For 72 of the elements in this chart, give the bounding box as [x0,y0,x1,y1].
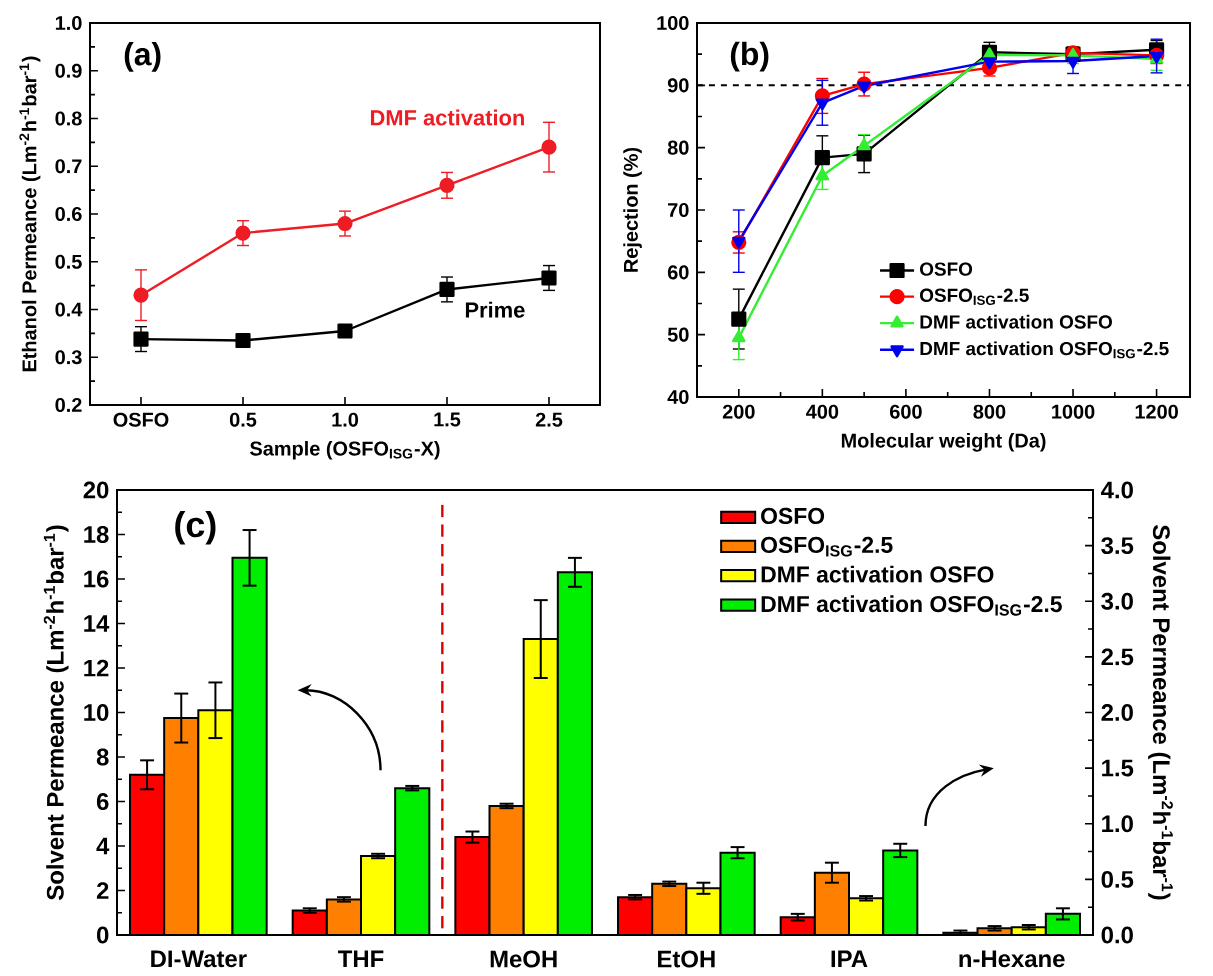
y-tick-label: 90 [667,78,689,93]
legend-label: DMF activation OSFO [761,565,994,583]
y-axis-title: Rejection (%) [623,147,642,272]
y-tick-label: 0.8 [55,111,82,126]
x-tick-label: DI-Water [151,950,247,968]
y2-axis-title: Solvent Permeance (Lm$^{-2}$h$^{-1}$bar$^{-1}$) [1148,525,1173,900]
x-tick-label: 1000 [1052,404,1095,419]
y-tick-label: 80 [667,140,689,155]
y-tick-label: 0.7 [55,159,82,174]
y-tick-label: 14 [84,615,110,632]
x-axis-title: Sample (OSFO$_{ISG}$-X) [250,441,440,460]
y-axis-title: Solvent Permeance (Lm$^{-2}$h$^{-1}$bar$^{-1}$) [43,525,69,900]
x-tick-label: 1.5 [434,412,461,427]
x-tick-label: 800 [973,404,1006,419]
legend-label: OSFO [761,507,825,525]
y-tick-label: 4 [96,837,110,855]
y-tick-label: 6 [96,793,109,810]
series-label: Prime [465,301,525,318]
legend-label: DMF activation OSFO$_{ISG}$-2.5 [920,341,1169,359]
x-tick-label: THF [338,950,384,968]
x-tick-label: n-Hexane [959,950,1065,968]
annotation: (b) [730,41,769,72]
legend-label: OSFO$_{ISG}$-2.5 [761,536,893,557]
y2-tick-label: 4.0 [1101,481,1133,499]
legend-label: OSFO [920,262,973,276]
y2-tick-label: 0.5 [1101,870,1134,888]
y-tick-label: 2 [96,882,109,899]
y2-tick-label: 3.0 [1101,592,1133,610]
y-tick-label: 0.9 [55,63,82,78]
x-tick-label: 400 [806,404,839,419]
y-tick-label: 40 [667,389,689,405]
y-tick-label: 70 [668,202,689,218]
y2-tick-label: 0.0 [1101,926,1133,944]
y2-tick-label: 1.0 [1102,815,1133,833]
x-tick-label: MeOH [490,950,557,968]
annotation: (c) [175,510,216,545]
y-tick-label: 0.4 [55,302,83,317]
x-tick-label: 0.5 [229,412,257,427]
y-tick-label: 0.6 [55,206,82,222]
y-tick-label: 0.2 [55,397,82,413]
annotation: (a) [124,42,161,72]
y2-tick-label: 3.5 [1101,537,1134,555]
x-axis-title: Molecular weight (Da) [841,433,1046,452]
y-tick-label: 100 [657,15,689,31]
y-tick-label: 50 [667,327,689,342]
y-tick-label: 10 [84,704,109,721]
y-tick-label: 60 [667,265,689,280]
x-tick-label: 600 [890,404,922,419]
x-tick-label: IPA [831,950,868,968]
y-tick-label: 12 [84,659,109,677]
x-tick-label: EtOH [658,950,715,968]
y-tick-label: 1.0 [55,15,82,31]
y-tick-label: 0 [97,926,109,944]
legend-label: DMF activation OSFO$_{ISG}$-2.5 [761,595,1062,616]
y2-tick-label: 2.0 [1101,704,1133,721]
legend-label: OSFO$_{ISG}$-2.5 [920,288,1029,305]
x-tick-label: 2.5 [535,412,563,427]
x-tick-label: 1.0 [332,412,359,427]
y-axis-title: Ethanol Permeance (Lm$^{-2}$h$^{-1}$bar$^{-1}$) [19,56,41,372]
y-tick-label: 20 [83,481,109,499]
y-tick-label: 18 [84,526,109,543]
legend-label: DMF activation OSFO [920,314,1112,329]
y-tick-label: 0.5 [55,254,82,269]
y-tick-label: 16 [84,570,109,588]
x-tick-label: 200 [722,404,755,419]
y2-tick-label: 1.5 [1102,759,1134,777]
y-tick-label: 8 [96,748,109,766]
x-tick-label: OSFO [113,412,169,427]
series-label: DMF activation [370,109,524,126]
y-tick-label: 0.3 [55,350,82,365]
x-tick-label: 1200 [1135,404,1178,419]
y2-tick-label: 2.5 [1101,648,1134,666]
